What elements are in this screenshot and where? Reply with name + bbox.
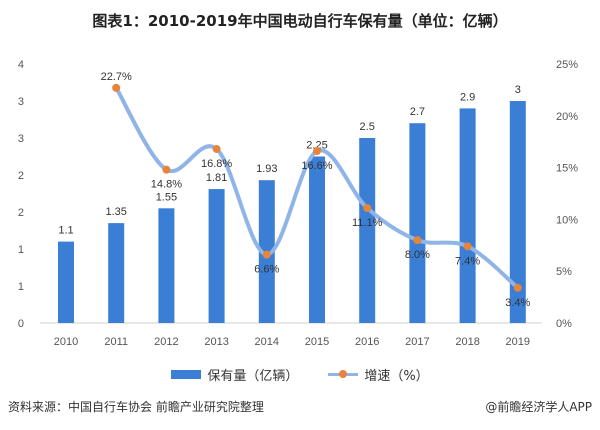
left-tick-label: 0 (18, 318, 24, 330)
bar-2019 (509, 101, 526, 323)
growth-value-label: 14.8% (151, 179, 182, 191)
growth-point-2014 (262, 250, 271, 259)
x-tick-label: 2016 (355, 336, 379, 348)
legend-item-growth: 增速（%） (328, 365, 429, 384)
legend-bar-swatch (171, 370, 202, 379)
growth-value-label: 22.7% (101, 71, 132, 83)
legend: 保有量（亿辆） 增速（%） (0, 365, 600, 384)
right-tick-label: 25% (556, 59, 578, 71)
growth-point-2018 (463, 242, 472, 251)
x-tick-label: 2011 (104, 336, 128, 348)
growth-point-2019 (513, 283, 522, 292)
x-tick-label: 2014 (255, 336, 279, 348)
left-tick-label: 1 (18, 244, 24, 256)
bar-value-label: 2.5 (360, 121, 375, 133)
growth-value-label: 3.4% (505, 297, 530, 309)
bar-2016 (359, 138, 376, 323)
right-tick-label: 20% (556, 111, 578, 123)
bar-2018 (459, 108, 476, 324)
left-tick-label: 2 (18, 170, 24, 182)
growth-point-2011 (112, 83, 121, 92)
left-tick-label: 2 (18, 207, 24, 219)
bar-2017 (409, 123, 426, 323)
bar-2012 (158, 208, 175, 323)
bar-2011 (108, 223, 125, 323)
bar-value-label: 2.7 (410, 106, 425, 118)
x-tick-label: 2015 (305, 336, 329, 348)
bar-2015 (309, 156, 325, 323)
growth-value-label: 11.1% (352, 217, 383, 229)
x-tick-label: 2013 (204, 336, 228, 348)
left-tick-label: 1 (18, 281, 24, 293)
left-tick-label: 4 (18, 59, 24, 71)
growth-point-2015 (313, 147, 321, 156)
growth-point-2016 (363, 204, 372, 213)
growth-value-label: 7.4% (455, 255, 480, 267)
source-note: 资料来源：中国自行车协会 前瞻产业研究院整理 (8, 400, 264, 414)
x-tick-label: 2017 (405, 336, 429, 348)
growth-point-2017 (413, 236, 422, 245)
growth-value-label: 6.6% (254, 264, 279, 276)
bar-value-label: 1.55 (156, 191, 177, 203)
x-tick-label: 2018 (455, 336, 479, 348)
bar-value-label: 3 (515, 84, 521, 96)
chart-plot: 0 1 1 2 2 3 3 4 0% 5% 10% 15% 20% 25% 1.1 2010 1.35 2011 1… (18, 59, 578, 348)
x-tick-label: 2010 (54, 336, 78, 348)
bar-value-label: 2.9 (460, 91, 475, 103)
growth-line (114, 85, 520, 290)
right-tick-label: 15% (556, 163, 578, 175)
legend-label-growth: 增速（%） (364, 369, 429, 384)
bar-value-label: 1.35 (105, 206, 126, 218)
legend-label-stock: 保有量（亿辆） (207, 369, 299, 384)
growth-point-2012 (162, 165, 171, 174)
right-tick-label: 0% (556, 318, 572, 330)
chart-title: 图表1：2010-2019年中国电动自行车保有量（单位：亿辆） (92, 12, 508, 30)
growth-value-label: 16.6% (301, 160, 332, 172)
growth-point-2013 (212, 144, 221, 153)
x-tick-label: 2019 (506, 336, 530, 348)
left-tick-label: 3 (18, 133, 24, 145)
right-tick-label: 5% (556, 266, 572, 278)
right-tick-label: 10% (556, 214, 578, 226)
legend-item-stock: 保有量（亿辆） (171, 365, 298, 384)
bar-value-label: 1.1 (58, 225, 73, 237)
left-tick-label: 3 (18, 96, 24, 108)
bar-2010 (58, 241, 74, 323)
bar-value-label: 1.93 (256, 163, 277, 175)
bar-2013 (208, 189, 225, 323)
x-tick-label: 2012 (154, 336, 178, 348)
growth-value-label: 8.0% (405, 249, 430, 261)
credit: @前瞻经济学人APP (485, 400, 592, 414)
growth-value-label: 16.8% (201, 158, 232, 170)
legend-line-swatch (328, 370, 359, 378)
bar-value-label: 1.81 (206, 172, 227, 184)
